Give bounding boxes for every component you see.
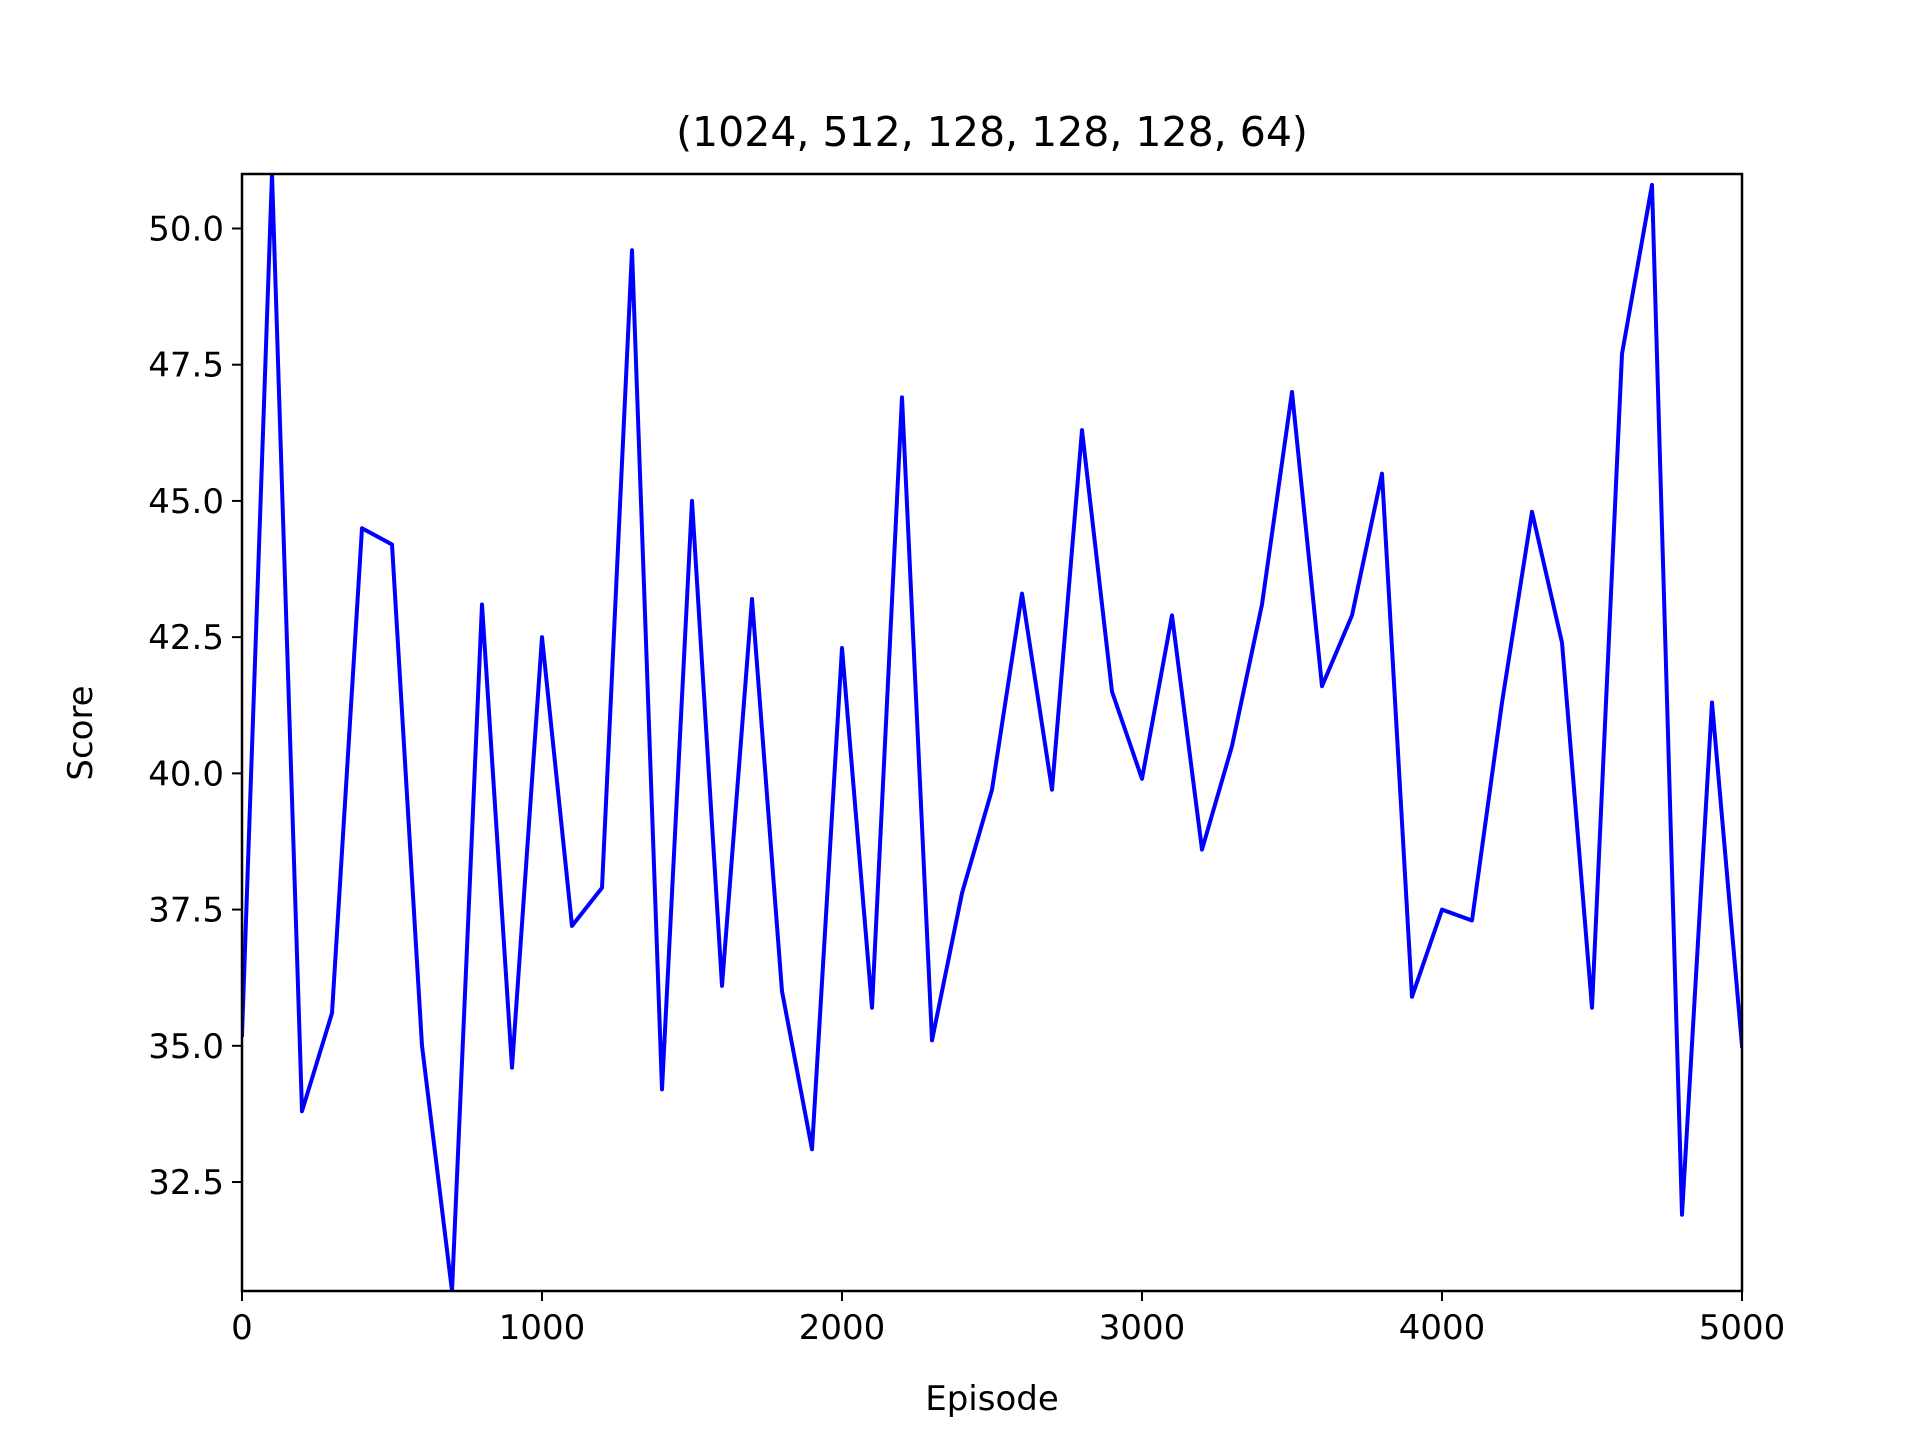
x-tick-label: 0 [231,1308,253,1348]
y-tick-label: 45.0 [148,482,224,522]
x-tick-label: 2000 [799,1308,886,1348]
x-tick-label: 3000 [1099,1308,1186,1348]
y-axis-title: Score [61,685,101,780]
x-tick-label: 5000 [1699,1308,1786,1348]
x-tick-label: 1000 [499,1308,586,1348]
x-axis-ticks: 0 1000 2000 3000 4000 5000 [231,1291,1785,1348]
y-tick-label: 42.5 [148,618,224,658]
y-tick-label: 47.5 [148,346,224,386]
y-tick-label: 40.0 [148,754,224,794]
y-tick-label: 37.5 [148,891,224,931]
y-tick-label: 35.0 [148,1027,224,1067]
x-tick-label: 4000 [1399,1308,1486,1348]
y-tick-label: 50.0 [148,209,224,249]
y-axis-ticks: 32.5 35.0 37.5 40.0 42.5 45.0 47.5 50.0 [148,209,242,1203]
x-axis-title: Episode [925,1379,1059,1419]
chart-title: (1024, 512, 128, 128, 128, 64) [676,108,1308,156]
y-tick-label: 32.5 [148,1163,224,1203]
plot-frame [240,172,1744,1293]
plot-content [242,174,1742,1291]
series-line-0 [242,174,1742,1291]
